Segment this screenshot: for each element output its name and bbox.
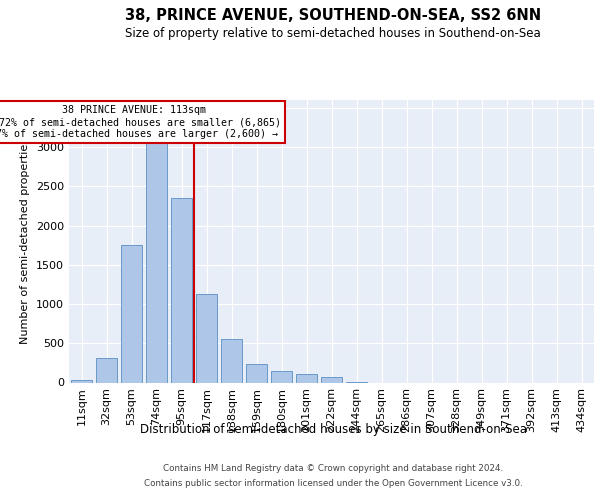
Bar bbox=[321, 378, 342, 382]
Bar bbox=[196, 294, 217, 382]
Text: Distribution of semi-detached houses by size in Southend-on-Sea: Distribution of semi-detached houses by … bbox=[140, 422, 527, 436]
Bar bbox=[71, 380, 92, 382]
Bar bbox=[171, 198, 192, 382]
Bar bbox=[146, 142, 167, 382]
Bar bbox=[96, 358, 117, 382]
Text: Contains public sector information licensed under the Open Government Licence v3: Contains public sector information licen… bbox=[143, 479, 523, 488]
Bar bbox=[221, 338, 242, 382]
Bar bbox=[296, 374, 317, 382]
Text: 38 PRINCE AVENUE: 113sqm
← 72% of semi-detached houses are smaller (6,865)
27% o: 38 PRINCE AVENUE: 113sqm ← 72% of semi-d… bbox=[0, 106, 281, 138]
Bar bbox=[271, 371, 292, 382]
Text: Size of property relative to semi-detached houses in Southend-on-Sea: Size of property relative to semi-detach… bbox=[125, 28, 541, 40]
Bar bbox=[121, 245, 142, 382]
Text: 38, PRINCE AVENUE, SOUTHEND-ON-SEA, SS2 6NN: 38, PRINCE AVENUE, SOUTHEND-ON-SEA, SS2 … bbox=[125, 8, 541, 22]
Y-axis label: Number of semi-detached properties: Number of semi-detached properties bbox=[20, 138, 31, 344]
Bar bbox=[246, 364, 267, 382]
Text: Contains HM Land Registry data © Crown copyright and database right 2024.: Contains HM Land Registry data © Crown c… bbox=[163, 464, 503, 473]
